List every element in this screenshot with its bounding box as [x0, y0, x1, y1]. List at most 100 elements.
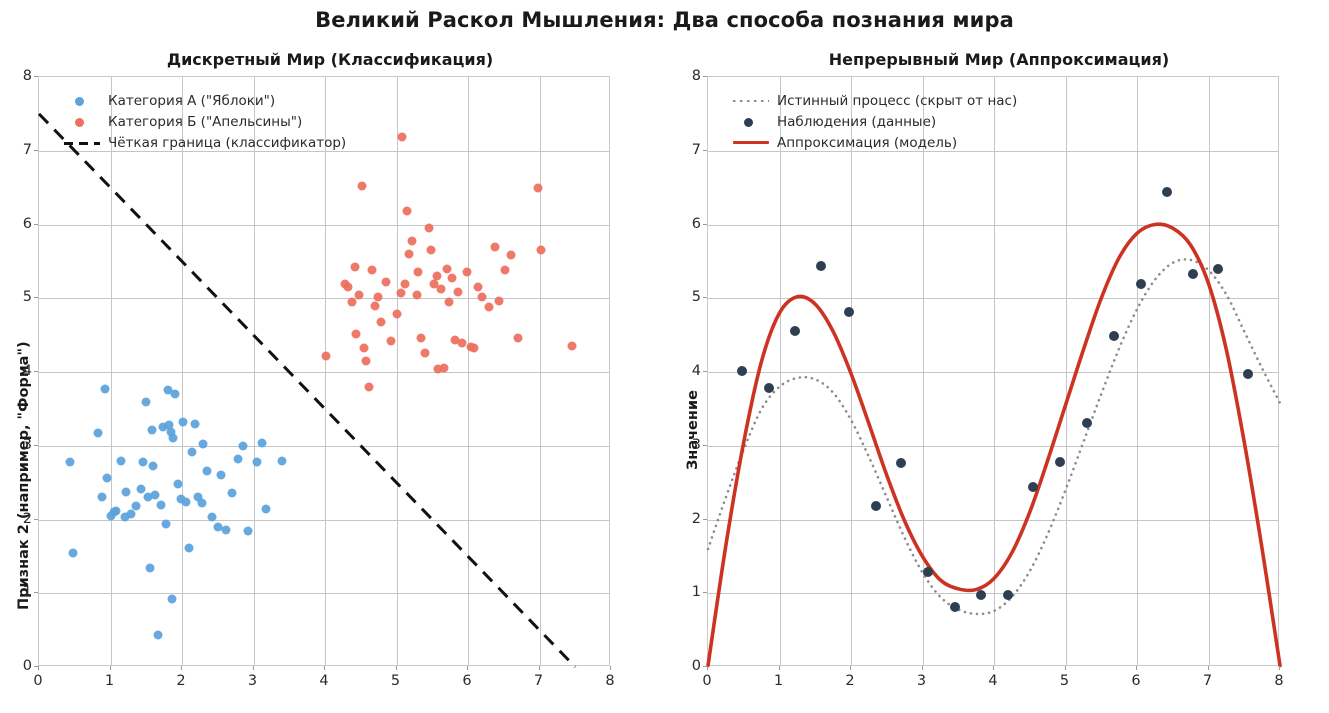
- scatter-point-category-a: [120, 512, 130, 522]
- legend-item: Категория Б ("Апельсины"): [62, 111, 346, 132]
- x-tick-label: 1: [773, 673, 784, 689]
- legend-left: Категория А ("Яблоки") Категория Б ("Апел…: [62, 90, 346, 153]
- legend-key: [62, 93, 102, 109]
- scatter-point-category-a: [252, 457, 262, 467]
- boundary-layer: [37, 112, 577, 669]
- scatter-point-category-b: [407, 236, 417, 246]
- legend-item: Аппроксимация (модель): [731, 132, 1017, 153]
- scatter-point-category-b: [413, 267, 423, 277]
- scatter-point-category-b: [370, 301, 380, 311]
- legend-marker-dashed-line-icon: [64, 141, 100, 145]
- scatter-point-category-b: [506, 250, 516, 260]
- y-tick-mark: [703, 444, 707, 446]
- gridline-horizontal: [708, 224, 1278, 226]
- scatter-point-category-a: [148, 461, 158, 471]
- scatter-point-category-a: [257, 438, 267, 448]
- scatter-point-category-b: [439, 363, 449, 373]
- scatter-point-category-b: [447, 273, 457, 283]
- gridline-vertical: [1137, 77, 1138, 665]
- x-tick-mark: [38, 666, 39, 670]
- scatter-point-category-a: [207, 512, 217, 522]
- scatter-point-category-b: [450, 335, 460, 345]
- legend-key: [731, 114, 771, 130]
- observation-point: [1162, 187, 1173, 198]
- observation-point: [1054, 456, 1065, 467]
- scatter-point-category-b: [357, 181, 367, 191]
- scatter-point-category-b: [433, 364, 443, 374]
- y-tick-label: 1: [691, 584, 701, 601]
- y-tick-label: 4: [22, 363, 32, 379]
- scatter-point-category-a: [111, 506, 121, 516]
- scatter-point-category-b: [462, 267, 472, 277]
- decision-boundary-line: [37, 112, 577, 669]
- scatter-point-category-a: [158, 422, 168, 432]
- legend-item: Чёткая граница (классификатор): [62, 132, 346, 153]
- scatter-point-category-a: [168, 433, 178, 443]
- legend-marker-circle-icon: [744, 117, 753, 127]
- scatter-point-category-b: [500, 265, 510, 275]
- y-tick-label: 6: [22, 215, 32, 232]
- scatter-point-category-b: [453, 287, 463, 297]
- scatter-point-category-b: [373, 292, 383, 302]
- gridline-vertical: [468, 77, 469, 665]
- legend-key: [731, 135, 771, 151]
- scatter-point-category-a: [202, 466, 212, 476]
- scatter-point-category-a: [156, 500, 166, 510]
- gridline-horizontal: [708, 298, 1278, 300]
- x-tick-label: 1: [104, 673, 115, 689]
- gridline-horizontal: [708, 593, 1278, 595]
- panel-classification: Дискретный Мир (Классификация) Признак 1…: [0, 50, 660, 690]
- observation-point: [1242, 369, 1253, 380]
- scatter-point-category-a: [213, 522, 223, 532]
- x-tick-label: 6: [462, 673, 472, 689]
- y-tick-mark: [34, 297, 38, 299]
- scatter-point-category-b: [416, 333, 426, 343]
- x-tick-mark: [1207, 666, 1209, 670]
- scatter-point-category-a: [138, 457, 148, 467]
- y-tick-mark: [34, 371, 38, 372]
- observation-point: [949, 601, 960, 612]
- legend-marker-dotted-line-icon: [733, 99, 769, 102]
- legend-marker-solid-line-icon: [733, 140, 769, 144]
- curves-layer: [706, 222, 1282, 668]
- scatter-point-category-b: [477, 292, 487, 302]
- x-tick-mark: [993, 666, 994, 670]
- scatter-point-category-a: [197, 498, 207, 508]
- observation-point: [763, 383, 774, 394]
- y-tick-label: 8: [22, 68, 32, 84]
- gridline-vertical: [922, 77, 924, 665]
- scatter-point-category-a: [198, 439, 208, 449]
- scatter-point-category-b: [457, 338, 467, 347]
- scatter-point-category-a: [126, 509, 136, 519]
- scatter-point-category-a: [97, 492, 107, 502]
- x-tick-label: 3: [916, 673, 927, 689]
- scatter-point-category-b: [469, 343, 479, 353]
- y-tick-label: 2: [691, 510, 701, 527]
- y-tick-mark: [703, 592, 707, 594]
- y-tick-label: 3: [691, 436, 701, 453]
- gridline-vertical: [779, 77, 781, 665]
- scatter-point-category-a: [216, 470, 226, 480]
- gridline-vertical: [1208, 77, 1210, 665]
- scatter-point-category-a: [190, 419, 200, 429]
- scatter-point-category-a: [163, 385, 173, 395]
- y-tick-mark: [34, 666, 38, 667]
- scatter-point-category-a: [176, 494, 186, 504]
- x-tick-label: 2: [176, 673, 186, 689]
- observation-point: [1135, 279, 1146, 290]
- scatter-point-category-b: [354, 290, 364, 300]
- scatter-point-category-b: [386, 336, 396, 346]
- x-tick-label: 2: [845, 673, 855, 689]
- x-tick-mark: [921, 666, 923, 670]
- gridline-horizontal: [39, 372, 609, 373]
- scatter-point-category-a: [181, 497, 191, 507]
- y-tick-label: 6: [691, 215, 701, 232]
- scatter-point-category-b: [400, 279, 410, 288]
- scatter-point-category-b: [412, 290, 422, 300]
- x-tick-mark: [467, 666, 468, 670]
- legend-key: [62, 114, 102, 130]
- legend-marker-circle-icon: [75, 96, 84, 106]
- x-tick-label: 3: [247, 673, 258, 689]
- scatter-point-category-a: [116, 456, 126, 465]
- scatter-point-category-b: [402, 206, 411, 216]
